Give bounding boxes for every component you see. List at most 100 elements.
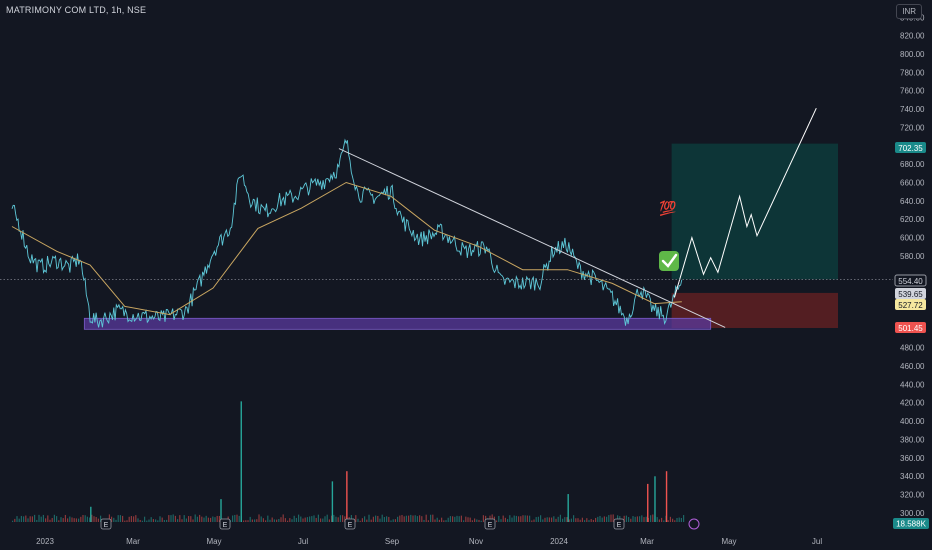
volume-bar [82, 514, 84, 522]
zone-layer [83, 143, 838, 330]
volume-bar [496, 520, 498, 522]
time-axis-tick: Mar [126, 537, 140, 546]
time-axis[interactable]: 2023 Mar May Jul Sep Nov 2024 Mar May Jul [36, 537, 822, 546]
volume-bar [630, 518, 632, 522]
lightning-marker [688, 518, 700, 530]
volume-bar [172, 514, 174, 522]
volume-bar [146, 520, 148, 522]
volume-bar [559, 514, 561, 522]
volume-bar [432, 514, 434, 522]
volume-bar [518, 516, 520, 522]
volume-bar [210, 517, 212, 522]
volume-bar [366, 519, 368, 522]
volume-bar [236, 514, 238, 522]
price-axis-tick: 300.00 [900, 509, 925, 518]
volume-spike [220, 499, 222, 522]
volume-bar [650, 515, 652, 522]
volume-bar [588, 520, 590, 522]
drawing-layer[interactable] [0, 107, 893, 328]
price-layer [11, 138, 683, 328]
price-axis-tick: 440.00 [900, 380, 925, 389]
price-axis-tick: 480.00 [900, 344, 925, 353]
volume-bar [456, 515, 458, 522]
volume-bar [500, 519, 502, 522]
volume-bar [498, 515, 500, 522]
volume-bar [634, 516, 636, 522]
check-icon [661, 253, 678, 268]
volume-bar [159, 516, 161, 522]
symbol-title[interactable]: MATRIMONY COM LTD, 1h, NSE [6, 5, 147, 15]
volume-bar [434, 519, 436, 522]
volume-bar [388, 516, 390, 522]
volume-bar [212, 516, 214, 522]
volume-spike [240, 401, 242, 522]
volume-bar [610, 514, 612, 522]
volume-bar [89, 517, 91, 522]
volume-bar [636, 516, 638, 522]
volume-bar [465, 516, 467, 522]
volume-bar [150, 517, 152, 522]
volume-bar [344, 516, 346, 522]
volume-bar [243, 520, 245, 522]
volume-bar [447, 517, 449, 522]
price-axis-tick: 740.00 [900, 105, 925, 114]
volume-bar [339, 515, 341, 522]
volume-bar [306, 517, 308, 522]
volume-spike [654, 476, 656, 522]
volume-bar [603, 516, 605, 522]
price-tag-box [895, 299, 926, 310]
volume-bar [566, 517, 568, 522]
volume-bar [471, 520, 473, 522]
price-line [11, 138, 683, 328]
marker-layer: 💯 E E E E E [100, 200, 700, 530]
volume-bar [430, 514, 432, 522]
volume-bar [183, 515, 185, 522]
volume-bar [199, 514, 201, 522]
volume-bar [302, 518, 304, 522]
price-axis-tick: 380.00 [900, 435, 925, 444]
volume-bar [38, 514, 40, 522]
volume-bar [34, 514, 36, 522]
volume-bar [443, 520, 445, 522]
volume-bar [357, 518, 359, 522]
price-axis-tick: 340.00 [900, 472, 925, 481]
projection-path [674, 107, 817, 298]
price-axis-tick: 580.00 [900, 252, 925, 261]
volume-bar [595, 517, 597, 522]
volume-bar [608, 515, 610, 522]
volume-bar [293, 515, 295, 522]
volume-bar [93, 516, 95, 522]
volume-bar [300, 516, 302, 522]
volume-bar [383, 516, 385, 522]
earnings-marker: E [348, 522, 353, 529]
volume-bar [399, 515, 401, 522]
volume-spike [567, 494, 569, 522]
volume-bar [69, 516, 71, 522]
volume-bar [47, 515, 49, 522]
volume-bar [350, 515, 352, 522]
volume-bar [174, 515, 176, 522]
volume-bar [141, 520, 143, 522]
volume-bar [258, 514, 260, 522]
volume-layer [12, 401, 685, 522]
volume-bar [100, 515, 102, 522]
price-tag-box [895, 288, 926, 299]
price-tag-layer: 702.35 554.40 539.65 527.72 501.45 18.588K [893, 142, 929, 529]
currency-button[interactable]: INR [896, 4, 922, 19]
volume-bar [333, 514, 335, 522]
volume-bar [412, 515, 414, 522]
price-tag: 702.35 [898, 144, 923, 153]
volume-bar [579, 519, 581, 522]
hundred-emoji: 💯 [659, 200, 677, 217]
volume-bar [557, 516, 559, 522]
volume-bar [423, 519, 425, 522]
volume-bar [269, 519, 271, 522]
volume-bar [491, 514, 493, 522]
volume-bar [311, 516, 313, 522]
volume-bar [419, 515, 421, 522]
volume-bar [548, 517, 550, 522]
volume-bar [322, 518, 324, 522]
volume-bar [425, 514, 427, 522]
volume-bar [680, 517, 682, 522]
